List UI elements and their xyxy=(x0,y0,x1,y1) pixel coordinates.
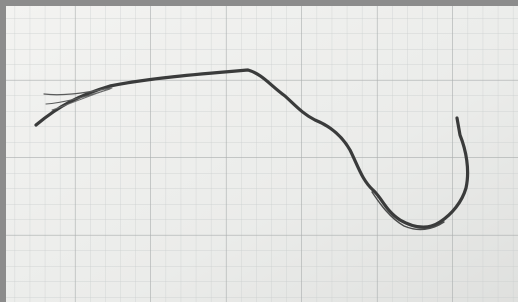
photo xyxy=(0,0,518,302)
page xyxy=(0,0,518,302)
major-grid xyxy=(6,6,518,302)
